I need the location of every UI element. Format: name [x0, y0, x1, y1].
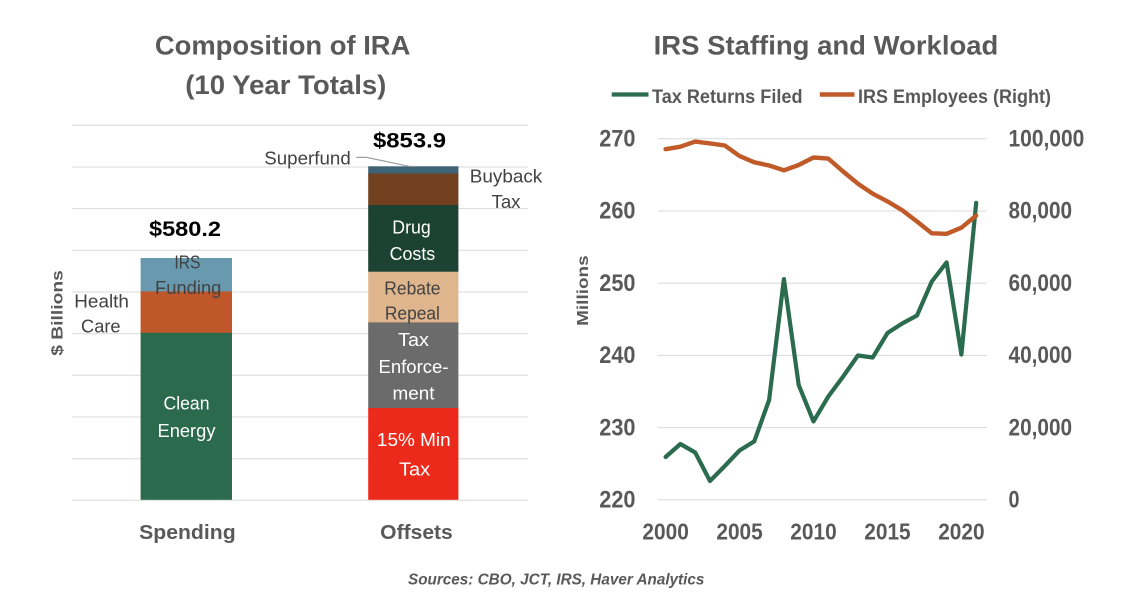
svg-text:2010: 2010	[790, 519, 836, 545]
svg-text:Composition of IRA: Composition of IRA	[155, 31, 411, 61]
svg-text:2000: 2000	[642, 519, 688, 545]
svg-text:Care: Care	[81, 316, 121, 336]
svg-text:230: 230	[599, 414, 635, 441]
svg-text:270: 270	[599, 126, 635, 153]
svg-text:2020: 2020	[938, 519, 984, 545]
svg-text:Clean: Clean	[164, 394, 210, 414]
svg-text:IRS: IRS	[174, 253, 200, 273]
svg-text:Drug: Drug	[392, 217, 430, 237]
svg-text:Millions: Millions	[575, 255, 592, 326]
svg-text:Rebate: Rebate	[384, 279, 440, 299]
svg-text:ment: ment	[393, 384, 435, 404]
svg-text:Costs: Costs	[390, 244, 436, 264]
svg-text:$853.9: $853.9	[373, 127, 446, 152]
svg-text:IRS Employees (Right): IRS Employees (Right)	[858, 86, 1051, 108]
svg-text:240: 240	[599, 342, 635, 369]
svg-text:Spending: Spending	[139, 521, 236, 544]
svg-text:Buyback: Buyback	[470, 167, 544, 187]
svg-text:20,000: 20,000	[1009, 414, 1073, 441]
svg-text:Tax: Tax	[398, 330, 429, 350]
svg-text:15% Min: 15% Min	[377, 430, 451, 450]
svg-text:Health: Health	[74, 292, 129, 312]
svg-text:Tax: Tax	[492, 192, 521, 212]
svg-text:100,000: 100,000	[1009, 126, 1085, 153]
svg-text:$ Billions: $ Billions	[50, 270, 67, 356]
svg-text:Sources: CBO, JCT, IRS, Haver: Sources: CBO, JCT, IRS, Haver Analytics	[408, 572, 704, 589]
svg-text:2015: 2015	[864, 519, 911, 545]
svg-text:$580.2: $580.2	[149, 216, 221, 241]
svg-text:2005: 2005	[716, 519, 763, 545]
svg-text:Superfund: Superfund	[264, 149, 351, 169]
svg-text:260: 260	[599, 198, 635, 225]
svg-text:Energy: Energy	[158, 421, 216, 441]
svg-text:Funding: Funding	[155, 278, 221, 298]
svg-text:220: 220	[599, 487, 635, 514]
svg-text:Tax: Tax	[399, 459, 430, 479]
svg-text:Offsets: Offsets	[380, 521, 453, 544]
svg-text:40,000: 40,000	[1009, 342, 1073, 369]
svg-text:60,000: 60,000	[1009, 270, 1073, 297]
svg-text:Repeal: Repeal	[385, 303, 440, 323]
svg-text:0: 0	[1009, 487, 1020, 514]
svg-text:Enforce-: Enforce-	[379, 357, 449, 377]
svg-text:Tax Returns Filed: Tax Returns Filed	[652, 86, 803, 108]
svg-text:IRS Staffing and Workload: IRS Staffing and Workload	[654, 31, 999, 61]
svg-text:250: 250	[599, 270, 635, 297]
svg-text:80,000: 80,000	[1009, 198, 1073, 225]
svg-text:(10 Year Totals): (10 Year Totals)	[185, 70, 386, 100]
